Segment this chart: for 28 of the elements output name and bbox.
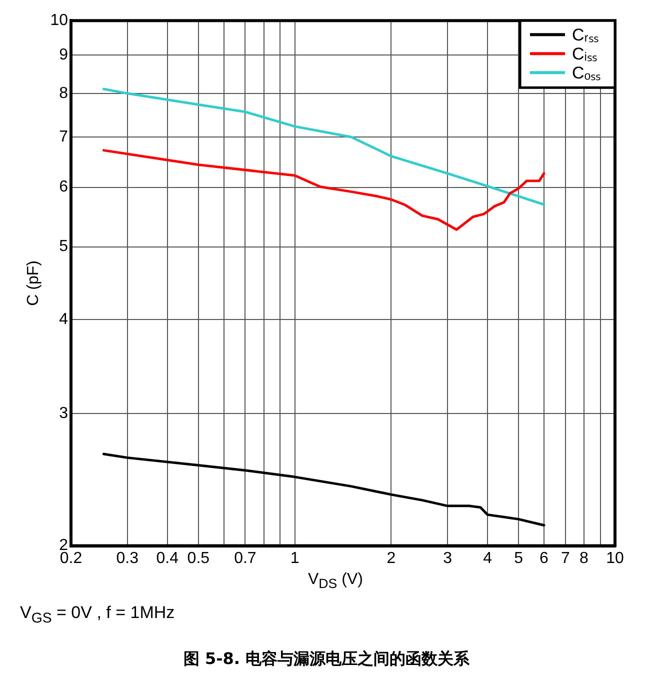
x-tick-label: 8 [580, 550, 589, 567]
x-tick-label: 6 [540, 550, 549, 567]
x-tick-label: 2 [386, 550, 396, 567]
x-tick-label: 3 [443, 550, 452, 567]
x-tick-label: 4 [483, 550, 492, 567]
y-tick-label: 7 [59, 128, 68, 146]
x-tick-label: 5 [514, 550, 524, 567]
x-tick-label: 1 [290, 550, 300, 567]
legend-label: Cₒₛₛ [572, 63, 601, 82]
x-tick-label: 10 [606, 550, 624, 567]
x-tick-label: 0.5 [187, 550, 210, 567]
y-tick-label: 3 [59, 404, 68, 422]
y-tick-label: 5 [59, 238, 68, 256]
x-tick-label: 0.7 [234, 550, 256, 567]
y-tick-label: 6 [59, 178, 68, 196]
x-tick-label: 0.3 [116, 550, 139, 567]
text: V$_{GS}$ = 0V , f = 1MHz [20, 603, 176, 627]
x-tick-label: 0.4 [156, 550, 179, 567]
y-tick-label: 9 [59, 46, 68, 64]
y-tick-label: 4 [59, 311, 68, 328]
x-tick-label: 7 [560, 550, 570, 567]
legend-label: Cᵣₛₛ [572, 25, 598, 44]
legend-label: Cᵢₛₛ [572, 44, 597, 64]
y-tick-label: 10 [50, 12, 68, 30]
text: 图 5-8. 电容与漏源电压之间的函数关系 [182, 648, 471, 670]
y-tick-label: 8 [59, 84, 68, 102]
y-axis-title: C (pF) [25, 260, 42, 306]
x-axis-title: V$_{DS}$ (V) [308, 571, 364, 592]
